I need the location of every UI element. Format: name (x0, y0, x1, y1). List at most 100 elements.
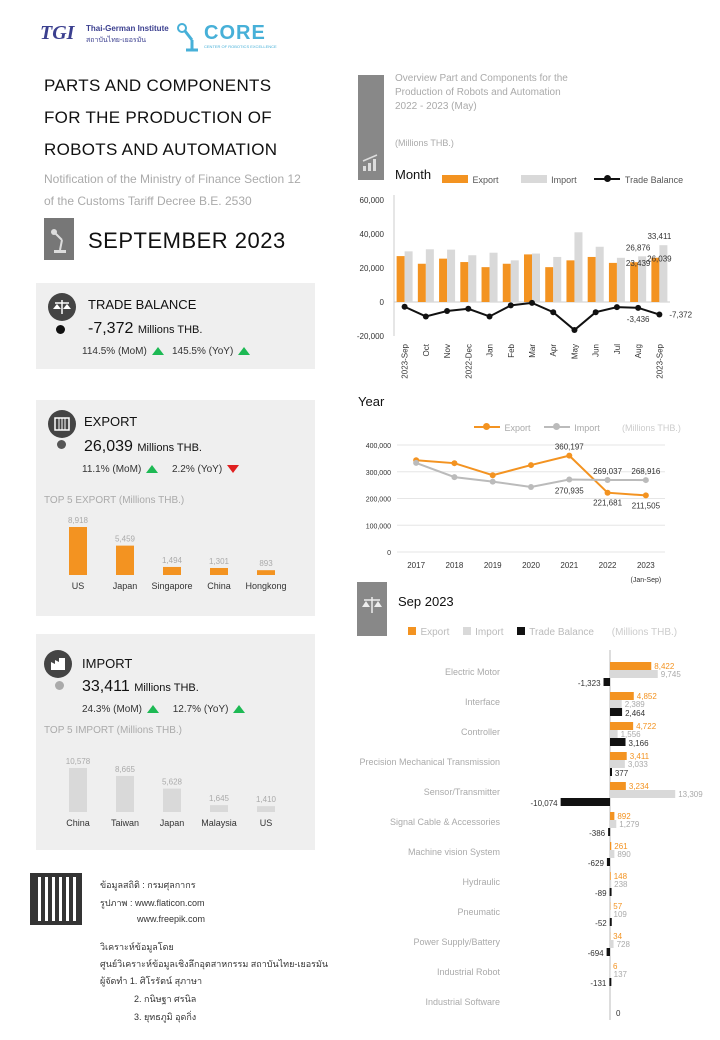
import-value-row: 33,411 Millions THB. (82, 678, 199, 696)
trade-balance-bar (609, 978, 612, 986)
x-tick-label: Jan (486, 344, 495, 357)
import-value-label: 890 (617, 850, 631, 859)
export-bar (566, 260, 575, 302)
trade-balance-bar (610, 708, 623, 716)
export-value-label: 3,234 (629, 782, 650, 791)
trade-balance-bar (609, 888, 612, 896)
import-bar (610, 670, 658, 678)
legend-export-label: Export (420, 627, 450, 638)
export-value-label: 4,722 (636, 722, 657, 731)
export-value-label: 261 (614, 842, 628, 851)
balance-value-label: -10,074 (530, 799, 558, 808)
import-marker (55, 681, 64, 690)
overview-title-line: Production of Robots and Automation (395, 87, 561, 98)
trade-balance-title: TRADE BALANCE (88, 297, 197, 312)
y-tick-label: 60,000 (360, 196, 385, 205)
trade-balance-unit: Millions THB. (137, 324, 203, 336)
overview-unit: (Millions THB.) (395, 138, 454, 148)
trade-balance-bar (608, 828, 611, 836)
top5-value-label: 8,665 (115, 765, 136, 774)
y-tick-label: -20,000 (357, 332, 385, 341)
balance-value-label: -386 (589, 829, 606, 838)
robot-arm-icon (51, 229, 66, 253)
import-point (566, 476, 573, 483)
top5-category-label: China (207, 581, 231, 591)
trade-balance-line (404, 301, 660, 332)
import-value-label: 728 (617, 940, 631, 949)
export-change-row: 11.1% (MoM) 2.2% (YoY) (82, 464, 239, 475)
trade-balance-point (401, 303, 408, 310)
trade-balance-value-row: -7,372 Millions THB. (88, 320, 202, 338)
legend-export-swatch (408, 626, 416, 635)
qr-code[interactable] (30, 873, 82, 925)
import-yoy: 12.7% (YoY) (172, 704, 229, 715)
export-point (451, 460, 458, 467)
x-note-label: (Jan-Sep) (630, 577, 661, 584)
category-label: Machine vision System (408, 847, 500, 857)
export-point (604, 489, 611, 496)
export-bar (610, 722, 634, 730)
legend-import-label: Import (574, 423, 600, 433)
category-label: Interface (465, 697, 500, 707)
data-label: 23,439 (626, 259, 651, 268)
import-value-label: 109 (614, 910, 628, 919)
top5-bar (69, 527, 87, 575)
import-bar (404, 251, 413, 302)
top5-category-label: US (72, 581, 85, 591)
import-bar (610, 910, 611, 918)
import-bar (659, 245, 668, 302)
export-bar (460, 262, 469, 302)
legend-balance-label: Trade Balance (624, 175, 684, 185)
category-label: Industrial Robot (437, 967, 501, 977)
trade-balance-mom: 114.5% (MoM) (82, 346, 147, 357)
category-label: Power Supply/Battery (413, 937, 500, 947)
top5-value-label: 1,410 (256, 795, 277, 804)
category-label: Electric Motor (445, 667, 500, 677)
credit-analysis: วิเคราะห์ข้อมูลโดย (100, 942, 174, 952)
category-label: Controller (461, 727, 500, 737)
top5-category-label: Singapore (151, 581, 192, 591)
export-mom: 11.1% (MoM) (82, 464, 142, 475)
x-tick-label: 2022 (599, 561, 617, 570)
export-bar (610, 872, 611, 880)
legend-export-line (474, 422, 500, 430)
trade-balance-bar (609, 918, 612, 926)
yearly-chart-title: Year (358, 394, 385, 409)
trade-balance-bar (603, 678, 610, 686)
core-logo: CORE CENTER OF ROBOTICS EXCELLENCE (176, 20, 277, 54)
export-title: EXPORT (84, 414, 138, 429)
balance-value-label: -1,323 (578, 679, 601, 688)
import-value: 33,411 (82, 678, 130, 695)
arrow-up-icon (233, 705, 246, 714)
export-value-label: 6 (613, 962, 618, 971)
export-bar (610, 692, 634, 700)
export-bar (610, 812, 615, 820)
export-bar (545, 267, 554, 302)
import-value-label: 9,745 (661, 670, 682, 679)
export-bar (630, 262, 639, 302)
yearly-chart-unit: (Millions THB.) (622, 423, 681, 433)
import-point (489, 478, 496, 485)
export-value-label: 892 (617, 812, 631, 821)
factory-icon (44, 650, 72, 678)
export-value-label: 8,422 (654, 662, 675, 671)
x-tick-label: Nov (443, 344, 452, 358)
trade-balance-panel: TRADE BALANCE -7,372 Millions THB. 114.5… (36, 283, 315, 369)
trade-balance-point (550, 309, 557, 316)
export-bar (396, 256, 405, 302)
arrow-up-icon (151, 347, 164, 356)
import-bar (489, 252, 498, 302)
x-tick-label: 2017 (407, 561, 425, 570)
title-line: ROBOTS AND AUTOMATION (44, 140, 278, 159)
import-bar (510, 260, 519, 302)
top5-bar (210, 805, 228, 812)
import-bar (610, 820, 617, 828)
top5-value-label: 893 (259, 559, 273, 568)
y-tick-label: 300,000 (366, 470, 391, 477)
data-label: 360,197 (555, 443, 584, 452)
subtitle-line: of the Customs Tariff Decree B.E. 2530 (44, 194, 252, 208)
monthly-chart: 60,000 40,000 20,000 0 -20,000 2023-Sep Oct Nov… (357, 195, 693, 379)
category-label: Precision Mechanical Transmission (359, 757, 500, 767)
import-bar (610, 700, 622, 708)
top5-category-label: Hongkong (245, 581, 286, 591)
